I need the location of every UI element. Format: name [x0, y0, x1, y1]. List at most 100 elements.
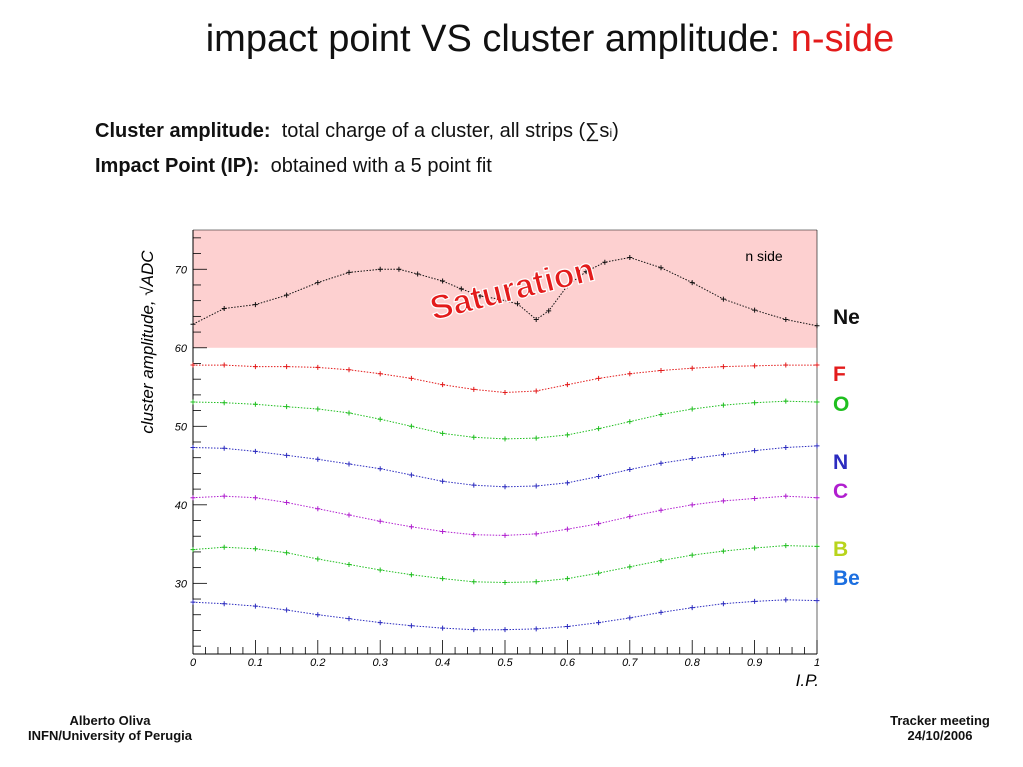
- data-point-c: [596, 521, 602, 527]
- line1-label: Cluster amplitude:: [95, 120, 271, 142]
- data-point-be: [533, 626, 539, 632]
- data-point-f: [377, 371, 383, 377]
- data-point-b: [627, 564, 633, 570]
- legend-item-be: Be: [833, 567, 860, 590]
- data-point-ne: [377, 266, 383, 272]
- x-tick-label: 0.7: [622, 657, 638, 669]
- data-point-b: [502, 580, 508, 586]
- x-tick-label: 0.2: [310, 657, 325, 669]
- chart-title: n side: [745, 248, 783, 264]
- data-point-c: [252, 495, 258, 501]
- data-point-f: [720, 364, 726, 370]
- data-point-ne: [583, 269, 589, 275]
- saturation-band: [193, 230, 817, 348]
- data-point-o: [814, 399, 820, 405]
- data-point-ne: [783, 317, 789, 323]
- data-point-be: [814, 598, 820, 604]
- data-point-n: [346, 461, 352, 467]
- x-tick-label: 0: [190, 657, 197, 669]
- y-tick-label: 30: [175, 578, 188, 590]
- data-point-f: [564, 382, 570, 388]
- data-point-b: [221, 544, 227, 550]
- data-point-ne: [396, 266, 402, 272]
- data-point-b: [190, 547, 196, 553]
- data-point-f: [408, 375, 414, 381]
- data-point-be: [346, 616, 352, 622]
- data-point-f: [315, 364, 321, 370]
- data-point-n: [720, 452, 726, 458]
- data-point-o: [720, 402, 726, 408]
- data-point-ne: [533, 317, 539, 323]
- data-point-c: [471, 532, 477, 538]
- x-tick-label: 0.8: [685, 657, 701, 669]
- data-point-c: [221, 493, 227, 499]
- footer-author: Alberto Oliva INFN/University of Perugia: [10, 713, 210, 743]
- y-axis-label: cluster amplitude, √ADC: [138, 250, 157, 434]
- author-name: Alberto Oliva: [69, 713, 151, 728]
- data-point-ne: [814, 323, 820, 329]
- data-point-ne: [252, 302, 258, 308]
- data-point-n: [408, 472, 414, 478]
- data-point-f: [502, 390, 508, 396]
- data-point-be: [596, 620, 602, 626]
- data-point-c: [658, 507, 664, 513]
- line1-text: total charge of a cluster, all strips (∑…: [281, 120, 610, 142]
- title-highlight: n-side: [790, 18, 895, 60]
- data-point-o: [471, 434, 477, 440]
- data-point-b: [783, 543, 789, 549]
- line2-label: Impact Point (IP):: [95, 155, 260, 177]
- legend-item-c: C: [833, 480, 849, 503]
- data-point-c: [284, 499, 290, 505]
- data-point-be: [658, 609, 664, 615]
- data-point-ne: [564, 283, 570, 289]
- data-point-ne: [602, 259, 608, 265]
- data-point-o: [658, 412, 664, 418]
- data-point-ne: [221, 306, 227, 312]
- x-tick-label: 0.6: [560, 657, 576, 669]
- data-point-c: [346, 512, 352, 518]
- data-point-o: [689, 406, 695, 412]
- data-point-n: [315, 456, 321, 462]
- event-name: Tracker meeting: [890, 713, 990, 728]
- data-point-o: [377, 416, 383, 422]
- data-point-b: [596, 570, 602, 576]
- data-point-f: [190, 362, 196, 368]
- data-point-f: [627, 371, 633, 377]
- data-point-c: [440, 529, 446, 535]
- data-point-b: [658, 558, 664, 564]
- series-line-f: [193, 364, 817, 394]
- data-point-n: [658, 460, 664, 466]
- y-tick-label: 40: [175, 500, 188, 512]
- data-point-n: [252, 448, 258, 454]
- data-point-ne: [315, 280, 321, 286]
- data-point-n: [627, 466, 633, 472]
- data-point-c: [752, 496, 758, 502]
- data-point-n: [377, 466, 383, 472]
- data-point-be: [752, 598, 758, 604]
- data-point-o: [752, 400, 758, 406]
- data-point-c: [377, 518, 383, 524]
- series-line-ne: [192, 256, 818, 327]
- data-point-o: [346, 410, 352, 416]
- legend-item-n: N: [833, 451, 849, 474]
- data-point-o: [627, 419, 633, 425]
- data-point-be: [190, 599, 196, 605]
- series-line-o: [192, 400, 818, 440]
- data-point-ne: [752, 307, 758, 313]
- data-point-n: [284, 452, 290, 458]
- definition-cluster-amplitude: Cluster amplitude: total charge of a clu…: [95, 120, 619, 143]
- author-org: INFN/University of Perugia: [28, 728, 192, 743]
- data-point-be: [440, 625, 446, 631]
- data-point-ne: [458, 286, 464, 292]
- data-point-c: [627, 514, 633, 520]
- data-point-f: [252, 364, 258, 370]
- legend-item-o: O: [833, 393, 850, 416]
- data-point-o: [564, 432, 570, 438]
- data-point-b: [533, 579, 539, 585]
- data-point-ne: [496, 296, 502, 302]
- data-point-be: [783, 597, 789, 603]
- data-point-f: [596, 375, 602, 381]
- data-point-c: [689, 502, 695, 508]
- data-point-b: [720, 548, 726, 554]
- data-point-o: [408, 423, 414, 429]
